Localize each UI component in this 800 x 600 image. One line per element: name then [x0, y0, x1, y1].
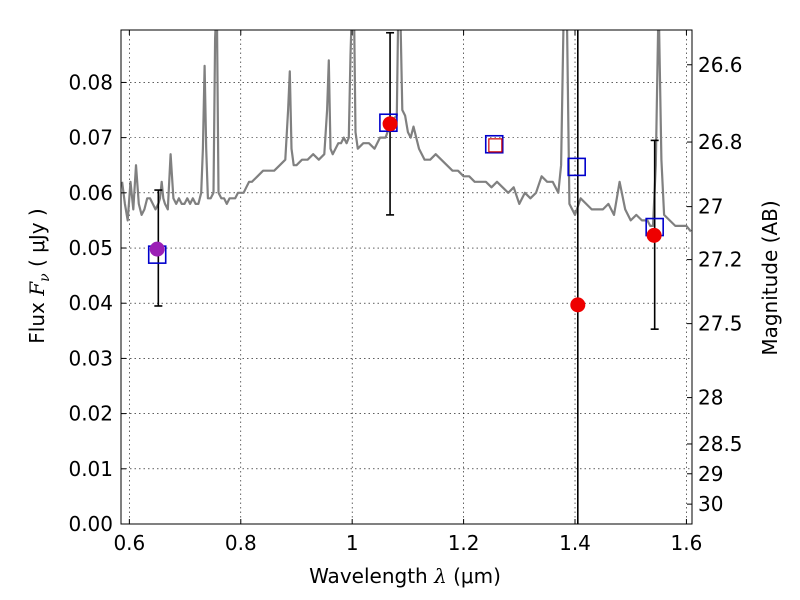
x-tick-label: 0.6 — [113, 531, 145, 555]
y2-tick-label: 27.2 — [698, 248, 743, 272]
data-point-square — [488, 138, 503, 153]
y-tick-label: 0.01 — [68, 457, 113, 481]
x-tick-label: 1 — [346, 531, 359, 555]
data-point-circle — [382, 116, 398, 132]
x-tick-label: 0.8 — [225, 531, 257, 555]
y2-tick-label: 30 — [698, 492, 723, 516]
y-axis-label-sub: ν — [37, 273, 53, 282]
y2-tick-label: 28 — [698, 386, 723, 410]
y2-axis-label: Magnitude (AB) — [758, 200, 782, 355]
spectrum-line — [121, 30, 692, 233]
x-axis-label-text: Wavelength — [309, 564, 428, 588]
y2-tick-label: 26.6 — [698, 53, 743, 77]
data-point-circle — [149, 241, 165, 257]
y2-tick-label: 27 — [698, 195, 723, 219]
y-axis-label-unit: ( μJy ) — [25, 208, 49, 267]
y-tick-label: 0.06 — [68, 181, 113, 205]
x-tick-label: 1.4 — [559, 531, 591, 555]
x-tick-label: 1.6 — [671, 531, 703, 555]
x-axis-label-symbol: λ — [433, 564, 447, 588]
data-point-circle — [646, 227, 662, 243]
y2-tick-label: 28.5 — [698, 432, 743, 456]
x-tick-label: 1.2 — [448, 531, 480, 555]
x-axis-label-unit: (μm) — [453, 564, 501, 588]
y2-tick-label: 26.8 — [698, 130, 743, 154]
x-axis-label: Wavelength λ (μm) — [309, 564, 501, 588]
data-point-circle — [570, 297, 586, 313]
y-tick-label: 0.07 — [68, 126, 113, 150]
ticks: 0.6 0.8 1 1.2 1.4 1.6 0.00 0.01 0.02 0.03 0.04 0.05… — [68, 30, 743, 555]
data-point-square — [567, 157, 586, 177]
y-axis-label: Flux Fν ( μJy ) — [25, 208, 53, 343]
y-tick-label: 0.05 — [68, 236, 113, 260]
y-tick-label: 0.08 — [68, 70, 113, 94]
y2-tick-label: 29 — [698, 462, 723, 486]
y2-tick-label: 27.5 — [698, 312, 743, 336]
y-axis-label-text: Flux — [25, 302, 49, 344]
axes-frame — [120, 29, 693, 525]
y-tick-label: 0.00 — [68, 512, 113, 536]
y-tick-label: 0.02 — [68, 402, 113, 426]
plot-area — [121, 30, 692, 524]
data-point-square — [484, 134, 504, 154]
y-tick-label: 0.04 — [68, 291, 113, 315]
y-axis-label-symbol: F — [25, 281, 49, 297]
y-tick-label: 0.03 — [68, 346, 113, 370]
